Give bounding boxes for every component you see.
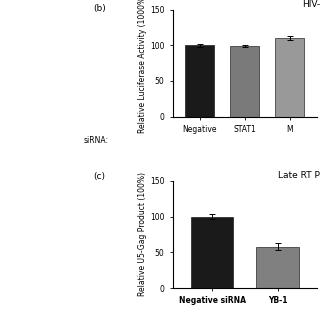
Bar xyxy=(256,247,299,288)
Text: (c): (c) xyxy=(94,172,106,181)
Bar xyxy=(191,217,233,288)
Text: Late RT Product (U5: Late RT Product (U5 xyxy=(278,171,320,180)
Text: siRNA:: siRNA: xyxy=(84,136,108,145)
Y-axis label: Relative Luciferase Activity (1000%): Relative Luciferase Activity (1000%) xyxy=(138,0,147,133)
Y-axis label: Relative U5-Gag Product (100%): Relative U5-Gag Product (100%) xyxy=(138,172,147,296)
Bar xyxy=(185,45,214,117)
Bar xyxy=(230,46,260,117)
Bar xyxy=(275,38,304,117)
Text: HIV-Luciferase: HIV-Luciferase xyxy=(302,0,320,9)
Text: (b): (b) xyxy=(94,4,106,13)
